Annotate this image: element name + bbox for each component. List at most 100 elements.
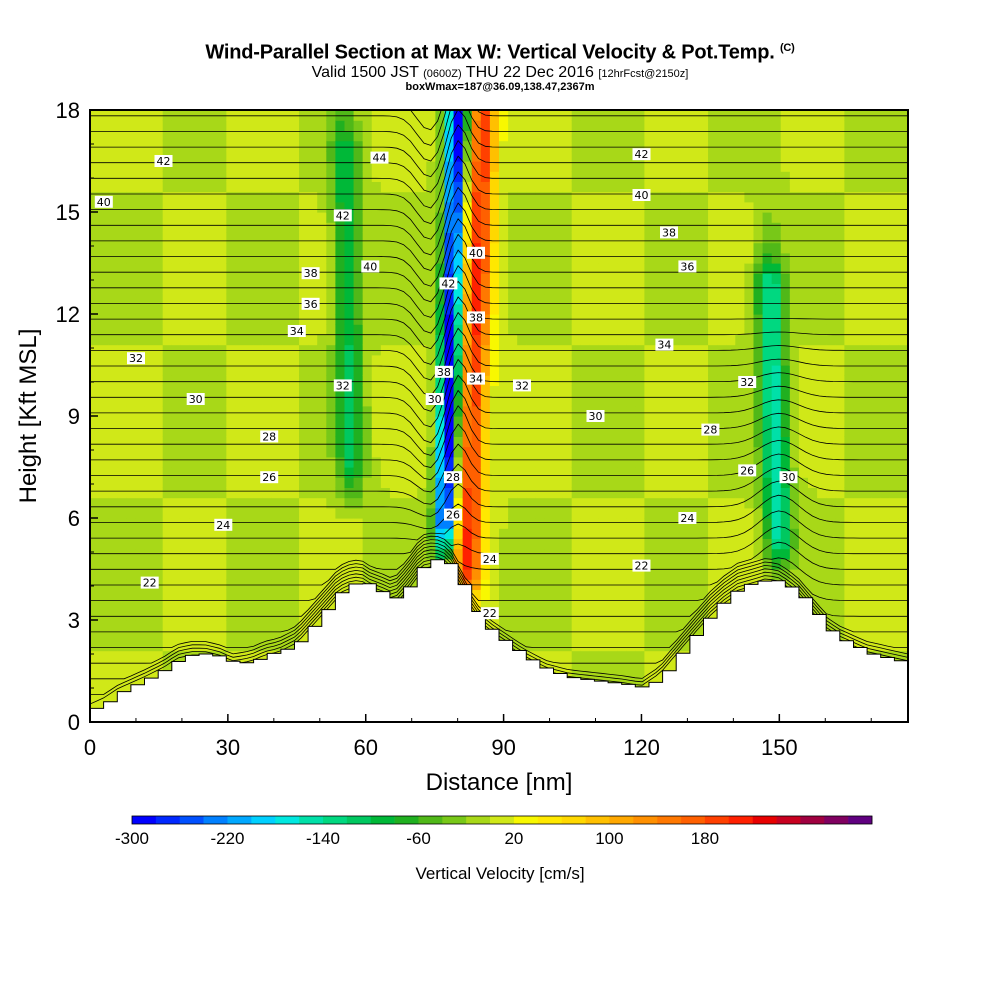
velocity-cell [353,252,364,264]
velocity-cell [626,671,636,682]
velocity-cell [426,150,436,162]
velocity-cell [362,181,373,193]
velocity-cell [817,150,827,162]
velocity-cell [717,477,727,488]
velocity-cell [662,385,673,397]
velocity-cell [199,161,209,172]
velocity-cell [380,528,391,539]
velocity-cell [162,191,173,203]
velocity-cell [780,212,791,223]
velocity-cell [135,558,146,570]
velocity-cell [626,477,636,488]
velocity-cell [126,660,137,672]
velocity-cell [326,252,336,264]
velocity-cell [580,650,591,662]
velocity-cell [217,181,227,193]
velocity-cell [126,273,137,284]
velocity-cell [471,130,482,142]
velocity-cell [753,426,764,437]
velocity-cell [671,599,682,611]
velocity-cell [771,263,782,274]
velocity-cell [362,426,373,437]
velocity-cell [526,161,536,172]
velocity-cell [517,191,527,203]
velocity-cell [408,273,418,284]
velocity-cell [562,518,573,529]
velocity-cell [580,334,591,346]
velocity-cell [526,130,536,142]
velocity-cell [208,538,218,550]
velocity-cell [208,161,218,172]
velocity-cell [162,416,173,427]
velocity-cell [162,558,173,570]
velocity-cell [126,263,137,274]
velocity-cell [653,181,664,193]
velocity-cell [299,497,309,509]
velocity-cell [562,212,573,223]
velocity-cell [353,171,364,182]
velocity-cell [553,161,564,172]
velocity-cell [353,324,364,335]
velocity-cell [698,569,709,580]
velocity-cell [517,161,527,172]
velocity-cell [99,691,109,703]
velocity-cell [171,405,182,417]
velocity-cell [653,660,664,672]
velocity-cell [826,252,836,264]
velocity-cell [489,456,500,468]
velocity-cell [289,395,300,407]
velocity-cell [726,161,736,172]
velocity-cell [508,365,518,376]
velocity-cell [617,375,627,386]
velocity-cell [189,140,200,152]
velocity-cell [771,252,782,264]
velocity-cell [780,120,791,131]
velocity-cell [299,528,309,539]
velocity-cell [453,140,464,152]
velocity-cell [326,201,336,213]
velocity-cell [426,354,436,366]
velocity-cell [726,201,736,213]
velocity-cell [508,558,518,570]
velocity-cell [826,518,836,529]
velocity-cell [744,293,755,305]
velocity-cell [353,181,364,193]
velocity-cell [598,467,609,478]
velocity-cell [199,620,209,631]
velocity-cell [571,252,582,264]
velocity-cell [317,273,327,284]
velocity-cell [462,456,473,468]
velocity-cell [708,599,718,611]
velocity-cell [589,599,600,611]
velocity-cell [90,293,100,305]
velocity-cell [262,212,273,223]
velocity-cell [462,538,473,550]
velocity-cell [135,528,146,539]
velocity-cell [208,497,218,509]
velocity-cell [598,660,609,672]
velocity-cell [208,140,218,152]
velocity-cell [635,416,646,427]
velocity-cell [326,446,336,458]
velocity-cell [235,599,246,611]
velocity-cell [144,252,155,264]
velocity-cell [117,405,127,417]
velocity-cell [762,518,773,529]
velocity-cell [417,212,427,223]
velocity-cell [380,324,391,335]
velocity-cell [462,354,473,366]
velocity-cell [208,507,218,519]
velocity-cell [480,456,491,468]
velocity-cell [244,467,255,478]
velocity-cell [508,405,518,417]
velocity-cell [453,324,464,335]
velocity-cell [308,130,318,142]
velocity-cell [644,395,655,407]
velocity-cell [308,140,318,152]
velocity-cell [99,487,109,499]
velocity-cell [780,283,791,295]
velocity-cell [208,609,218,621]
velocity-cell [108,589,118,601]
velocity-cell [562,354,573,366]
velocity-cell [335,558,346,570]
